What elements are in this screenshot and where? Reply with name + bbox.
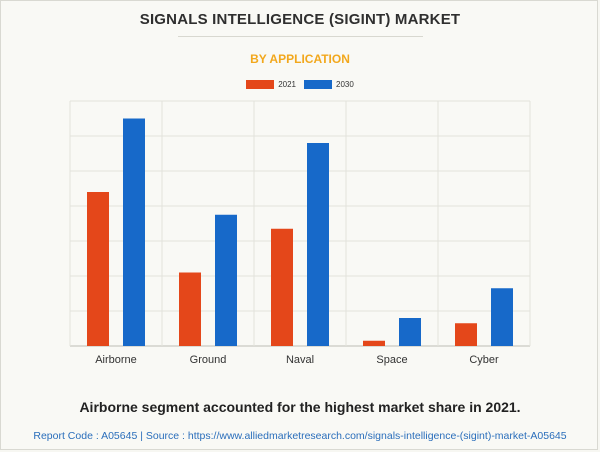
bar-ground-2030	[215, 214, 237, 346]
legend-swatch-2030	[304, 80, 332, 89]
bar-ground-2021	[179, 272, 201, 346]
chart-headline: Airborne segment accounted for the highe…	[79, 399, 521, 415]
title-divider	[178, 36, 423, 37]
x-tick-label: Naval	[286, 354, 314, 366]
legend-item-2030: 2030	[304, 80, 354, 89]
legend-label-2021: 2021	[278, 80, 296, 89]
bar-naval-2030	[307, 143, 329, 346]
bar-airborne-2030	[123, 118, 145, 346]
legend-swatch-2021	[246, 80, 275, 89]
bar-cyber-2030	[491, 288, 513, 346]
bar-cyber-2021	[455, 323, 477, 346]
chart-subtitle: BY APPLICATION	[250, 52, 350, 66]
bar-naval-2021	[271, 228, 293, 346]
chart-legend: 2021 2030	[0, 80, 600, 89]
chart-title: SIGNALS INTELLIGENCE (SIGINT) MARKET	[139, 11, 461, 28]
report-source-link[interactable]: Report Code : A05645 | Source : https://…	[33, 430, 567, 442]
bar-space-2021	[363, 340, 385, 346]
bar-space-2030	[399, 318, 421, 346]
x-tick-label: Ground	[190, 354, 227, 366]
legend-item-2021: 2021	[246, 80, 296, 89]
x-tick-label: Cyber	[469, 354, 499, 366]
legend-label-2030: 2030	[336, 80, 354, 89]
x-tick-label: Space	[376, 354, 407, 366]
x-tick-label: Airborne	[95, 354, 137, 366]
bar-airborne-2021	[87, 192, 109, 346]
